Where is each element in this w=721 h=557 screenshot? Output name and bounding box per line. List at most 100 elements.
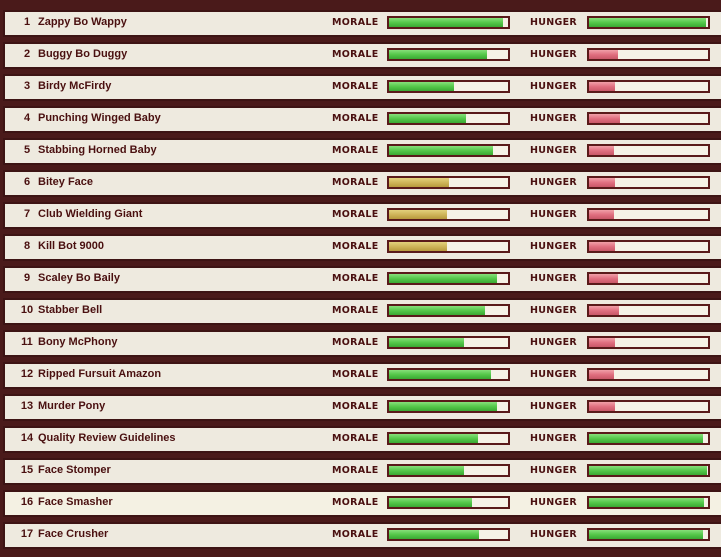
minion-row[interactable]: 6 Bitey Face MORALE HUNGER <box>3 170 721 197</box>
hunger-bar-fill <box>589 370 614 379</box>
morale-bar-fill <box>389 498 473 507</box>
hunger-bar-fill <box>589 434 704 443</box>
morale-bar-fill <box>389 146 493 155</box>
morale-bar <box>387 304 510 317</box>
minion-number: 6 <box>23 176 31 188</box>
morale-label: MORALE <box>332 81 379 92</box>
morale-label: MORALE <box>332 369 379 380</box>
morale-label: MORALE <box>332 401 379 412</box>
hunger-bar <box>587 208 710 221</box>
minion-row[interactable]: 9 Scaley Bo Baily MORALE HUNGER <box>3 266 721 293</box>
hunger-bar <box>587 464 710 477</box>
hunger-bar <box>587 432 710 445</box>
minion-number: 2 <box>23 48 31 60</box>
minion-row[interactable]: 17 Face Crusher MORALE HUNGER <box>3 522 721 549</box>
minion-row[interactable]: 15 Face Stomper MORALE HUNGER <box>3 458 721 485</box>
minion-row[interactable]: 1 Zappy Bo Wappy MORALE HUNGER <box>3 10 721 37</box>
hunger-bar <box>587 528 710 541</box>
morale-bar <box>387 400 510 413</box>
hunger-bar <box>587 240 710 253</box>
hunger-bar <box>587 304 710 317</box>
minion-row[interactable]: 2 Buggy Bo Duggy MORALE HUNGER <box>3 42 721 69</box>
minion-name: Quality Review Guidelines <box>38 432 176 444</box>
hunger-bar-fill <box>589 402 616 411</box>
morale-label: MORALE <box>332 337 379 348</box>
morale-bar <box>387 368 510 381</box>
morale-label: MORALE <box>332 497 379 508</box>
hunger-bar-fill <box>589 498 705 507</box>
morale-bar-fill <box>389 370 492 379</box>
morale-bar <box>387 112 510 125</box>
minion-number: 16 <box>20 496 34 508</box>
morale-label: MORALE <box>332 177 379 188</box>
hunger-bar-fill <box>589 306 619 315</box>
morale-label: MORALE <box>332 17 379 28</box>
minion-row[interactable]: 8 Kill Bot 9000 MORALE HUNGER <box>3 234 721 261</box>
minion-number: 8 <box>23 240 31 252</box>
morale-bar <box>387 336 510 349</box>
morale-bar <box>387 80 510 93</box>
minion-row[interactable]: 3 Birdy McFirdy MORALE HUNGER <box>3 74 721 101</box>
minion-name: Zappy Bo Wappy <box>38 16 127 28</box>
minion-number: 9 <box>23 272 31 284</box>
morale-label: MORALE <box>332 113 379 124</box>
morale-label: MORALE <box>332 465 379 476</box>
morale-bar <box>387 240 510 253</box>
hunger-bar-fill <box>589 18 706 27</box>
minion-name: Kill Bot 9000 <box>38 240 105 252</box>
minion-row[interactable]: 16 Face Smasher MORALE HUNGER <box>3 490 721 517</box>
morale-bar-fill <box>389 210 448 219</box>
hunger-label: HUNGER <box>530 305 578 316</box>
minion-row[interactable]: 14 Quality Review Guidelines MORALE HUNG… <box>3 426 721 453</box>
hunger-label: HUNGER <box>530 497 578 508</box>
hunger-bar <box>587 112 710 125</box>
minion-number: 13 <box>20 400 34 412</box>
minion-row[interactable]: 10 Stabber Bell MORALE HUNGER <box>3 298 721 325</box>
morale-bar-fill <box>389 50 487 59</box>
morale-label: MORALE <box>332 529 379 540</box>
morale-bar-fill <box>389 306 486 315</box>
hunger-bar <box>587 48 710 61</box>
hunger-bar-fill <box>589 178 616 187</box>
minion-name: Punching Winged Baby <box>38 112 161 124</box>
minion-number: 7 <box>23 208 31 220</box>
hunger-bar <box>587 336 710 349</box>
minion-row[interactable]: 5 Stabbing Horned Baby MORALE HUNGER <box>3 138 721 165</box>
hunger-label: HUNGER <box>530 401 578 412</box>
hunger-label: HUNGER <box>530 145 578 156</box>
minion-number: 12 <box>20 368 34 380</box>
minion-name: Face Crusher <box>38 528 109 540</box>
hunger-label: HUNGER <box>530 273 578 284</box>
morale-bar-fill <box>389 434 479 443</box>
morale-bar <box>387 16 510 29</box>
morale-bar-fill <box>389 82 455 91</box>
morale-label: MORALE <box>332 433 379 444</box>
morale-bar-fill <box>389 18 504 27</box>
morale-bar <box>387 432 510 445</box>
morale-bar <box>387 496 510 509</box>
morale-bar <box>387 464 510 477</box>
minion-number: 5 <box>23 144 31 156</box>
minion-name: Club Wielding Giant <box>38 208 143 220</box>
hunger-bar <box>587 368 710 381</box>
minion-row[interactable]: 7 Club Wielding Giant MORALE HUNGER <box>3 202 721 229</box>
morale-label: MORALE <box>332 273 379 284</box>
morale-bar-fill <box>389 242 448 251</box>
morale-label: MORALE <box>332 49 379 60</box>
minion-row[interactable]: 11 Bony McPhony MORALE HUNGER <box>3 330 721 357</box>
minion-name: Murder Pony <box>38 400 106 412</box>
hunger-label: HUNGER <box>530 337 578 348</box>
morale-bar-fill <box>389 338 464 347</box>
hunger-bar <box>587 176 710 189</box>
hunger-bar <box>587 400 710 413</box>
hunger-label: HUNGER <box>530 465 578 476</box>
minion-name: Ripped Fursuit Amazon <box>38 368 162 380</box>
morale-bar-fill <box>389 402 498 411</box>
minion-row[interactable]: 13 Murder Pony MORALE HUNGER <box>3 394 721 421</box>
hunger-label: HUNGER <box>530 369 578 380</box>
minion-name: Bony McPhony <box>38 336 118 348</box>
morale-bar-fill <box>389 114 467 123</box>
minion-row[interactable]: 12 Ripped Fursuit Amazon MORALE HUNGER <box>3 362 721 389</box>
minion-row[interactable]: 4 Punching Winged Baby MORALE HUNGER <box>3 106 721 133</box>
